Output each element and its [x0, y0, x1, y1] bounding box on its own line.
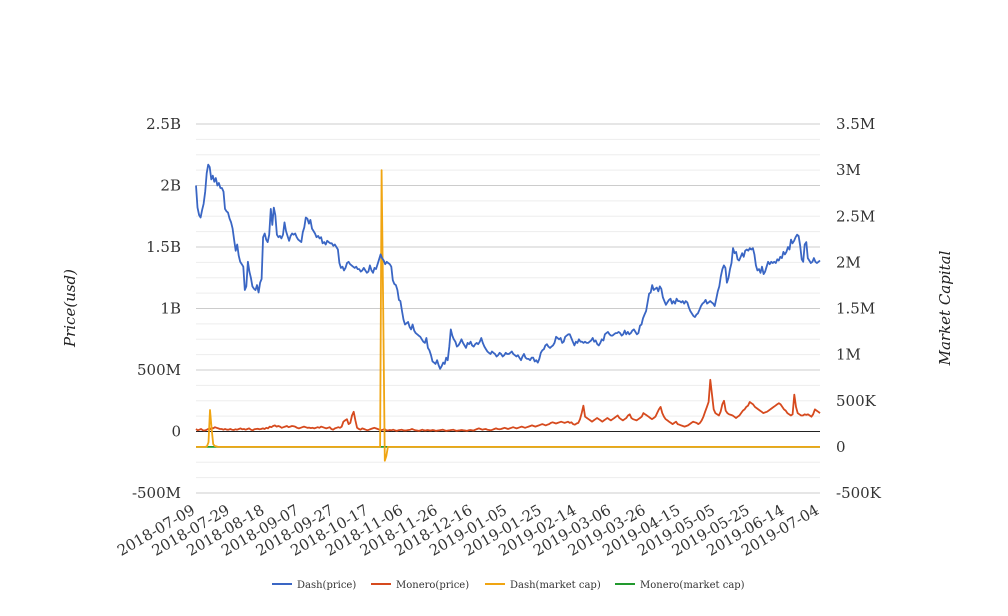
y-tick-label: 2.5B [146, 115, 181, 133]
series-lines [195, 163, 821, 462]
series-line-2 [196, 169, 820, 462]
y2-tick-label: -500K [836, 484, 882, 502]
y-tick-label: 1.5B [146, 238, 181, 256]
y2-tick-label: 0 [836, 438, 846, 456]
y-tick-label: 0 [171, 423, 181, 441]
y-tick-label: 500M [137, 361, 181, 379]
y-tick-label: 2B [160, 177, 181, 195]
right-axis-ticks: 3.5M 3M 2.5M 2M 1.5M 1M 500K 0 -500K [836, 115, 882, 502]
x-axis-ticks: 2018-07-092018-07-292018-08-182018-09-07… [114, 501, 822, 560]
legend-label: Dash(price) [297, 580, 356, 591]
left-axis-ticks: 2.5B 2B 1.5B 1B 500M 0 -500M [132, 115, 181, 502]
y2-tick-label: 3M [836, 161, 861, 179]
y-tick-label: 1B [160, 300, 181, 318]
legend-label: Dash(market cap) [510, 580, 601, 591]
legend-label: Monero(market cap) [640, 580, 745, 591]
y2-tick-label: 1.5M [836, 300, 875, 318]
y2-tick-label: 3.5M [836, 115, 875, 133]
series-line-0 [195, 163, 821, 370]
y-tick-label: -500M [132, 484, 181, 502]
left-axis-title: Price(usd) [61, 269, 79, 348]
y2-tick-label: 2.5M [836, 207, 875, 225]
series-line-1 [195, 378, 821, 432]
y2-tick-label: 1M [836, 346, 861, 364]
y2-tick-label: 500K [836, 392, 877, 410]
y2-tick-label: 2M [836, 253, 861, 271]
grid-lines [196, 123, 820, 494]
legend: Dash(price) Monero(price) Dash(market cap)… [272, 580, 745, 591]
right-axis-title: Market Capital [936, 250, 954, 366]
legend-label: Monero(price) [396, 580, 469, 591]
